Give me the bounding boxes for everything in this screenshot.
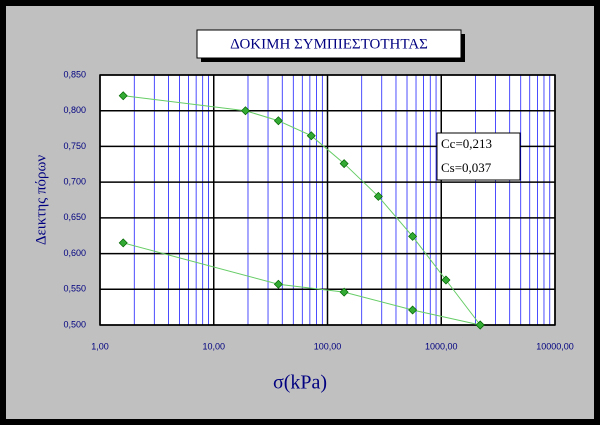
- data-point: [408, 231, 418, 241]
- data-point: [118, 91, 128, 101]
- y-tick-label: 0,600: [63, 248, 86, 258]
- data-point: [339, 287, 349, 297]
- chart-title: ΔΟΚΙΜΗ ΣΥΜΠΙΕΣΤΟΤΗΤΑΣ: [230, 36, 428, 52]
- data-point: [240, 106, 250, 116]
- data-point: [273, 279, 283, 289]
- y-tick-label: 0,550: [63, 284, 86, 294]
- data-point: [373, 191, 383, 201]
- x-tick-label: 1,00: [91, 341, 109, 351]
- y-tick-label: 0,750: [63, 141, 86, 151]
- y-tick-label: 0,500: [63, 319, 86, 329]
- y-tick-label: 0,700: [63, 177, 86, 187]
- x-axis-label: σ(kPa): [273, 372, 327, 394]
- y-tick-label: 0,650: [63, 212, 86, 222]
- data-point: [441, 275, 451, 285]
- title-box: [196, 29, 462, 59]
- y-axis-label: Δεικτης πόρων: [33, 155, 49, 246]
- data-point: [118, 238, 128, 248]
- x-tick-label: 10000,00: [536, 341, 574, 351]
- x-tick-label: 10,00: [202, 341, 225, 351]
- data-point: [306, 131, 316, 141]
- annotation: Cs=0,037: [441, 160, 492, 175]
- annotation: Cc=0,213: [441, 136, 492, 151]
- data-point: [273, 116, 283, 126]
- x-tick-label: 1000,00: [425, 341, 458, 351]
- y-tick-label: 0,800: [63, 105, 86, 115]
- x-tick-label: 100,00: [314, 341, 342, 351]
- data-point: [339, 159, 349, 169]
- data-point: [408, 305, 418, 315]
- data-point: [475, 320, 485, 330]
- plot-border: [99, 74, 556, 326]
- y-tick-label: 0,850: [63, 69, 86, 79]
- annotation-box: [436, 132, 521, 181]
